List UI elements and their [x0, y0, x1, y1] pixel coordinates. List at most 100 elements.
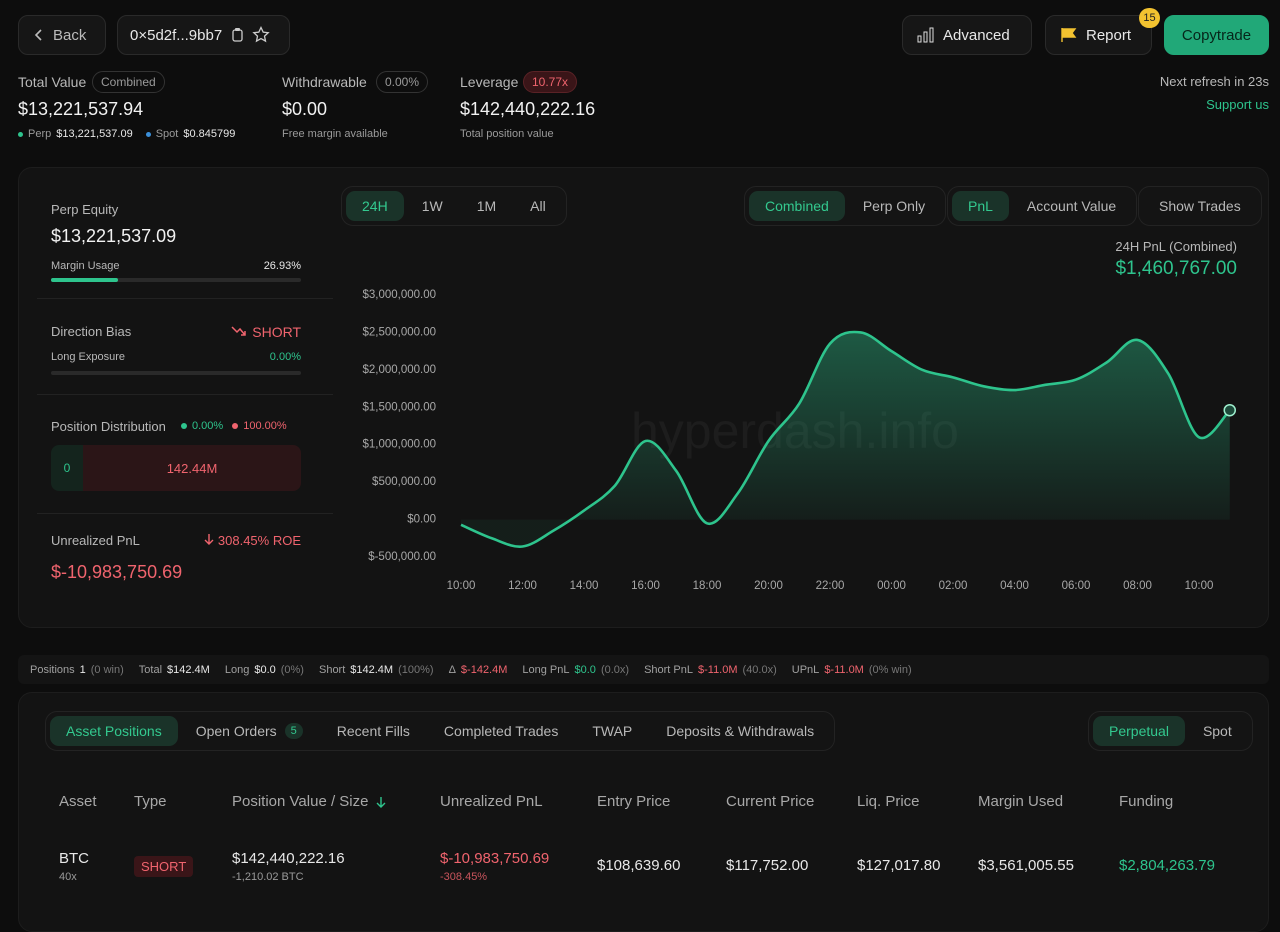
upnl: $-10,983,750.69: [51, 562, 183, 582]
row-upnl-pct: -308.45%: [440, 871, 488, 883]
copytrade-button[interactable]: Copytrade: [1164, 15, 1269, 55]
upnl-roe: 308.45% ROE: [171, 533, 301, 548]
column-header: Type: [134, 793, 167, 810]
range-tab[interactable]: 1M: [476, 198, 497, 214]
asset-leverage: 40x: [59, 871, 77, 883]
range-tab[interactable]: All: [530, 198, 546, 214]
stat-label: UPnL: [791, 663, 820, 676]
range-tabs: 24H 1W 1M All: [341, 186, 567, 226]
stat-label: Short PnL: [644, 663, 693, 676]
separator: [37, 513, 333, 514]
stat: UPnL $-11.0M (0% win): [792, 664, 912, 676]
perp-equity-label: Perp Equity: [51, 202, 119, 217]
funding: $2,804,263.79: [1119, 857, 1215, 874]
column-text: Liq. Price: [857, 793, 920, 810]
report-button[interactable]: Report: [1045, 15, 1152, 55]
tab-text: Recent Fills: [336, 723, 410, 739]
column-text: Funding: [1119, 793, 1174, 810]
column-header: Asset: [59, 793, 97, 810]
range-tab[interactable]: 1W: [421, 198, 443, 214]
support-link[interactable]: Support us: [1206, 97, 1269, 112]
perp-equity: $13,221,537.09: [51, 226, 177, 246]
separator: [37, 298, 333, 299]
address-box[interactable]: 0×5d2f...9bb7: [117, 15, 290, 55]
withdrawable-note: Free margin available: [282, 128, 388, 140]
scope-tab[interactable]: Combined: [749, 191, 845, 221]
market-tab[interactable]: Perpetual: [1093, 716, 1185, 746]
column-header: Position Value / Size: [232, 793, 386, 810]
row-upnl: $-10,983,750.69: [440, 850, 550, 867]
position-tab[interactable]: Deposits & Withdrawals: [650, 716, 830, 746]
stat: Δ $-142.4M: [449, 664, 508, 676]
show-trades-group: Show Trades: [1138, 186, 1262, 226]
direction-bias-text: SHORT: [252, 324, 301, 340]
stat: Total $142.4M: [139, 664, 210, 676]
position-tab[interactable]: TWAP: [576, 716, 648, 746]
perp-dot: [18, 131, 23, 137]
column-text: Entry Price: [597, 793, 671, 810]
leverage-value: $142,440,222.16: [460, 99, 596, 119]
upnl-roe-text: 308.45% ROE: [217, 533, 301, 548]
spot-label: Spot: [155, 128, 179, 140]
long-dot: [181, 423, 187, 429]
column-header: Margin Used: [978, 793, 1063, 810]
distribution-legend: 0.00% 100.00%: [181, 420, 287, 432]
tab-badge: 5: [284, 723, 303, 739]
copy-icon[interactable]: [230, 27, 244, 43]
back-text: Back: [53, 26, 87, 44]
column-header: Current Price: [726, 793, 814, 810]
address: 0×5d2f...9bb7: [130, 26, 223, 44]
stat-label: Long PnL: [522, 663, 570, 676]
total-breakdown: Perp $13,221,537.09 Spot $0.845799: [18, 128, 235, 140]
stat-note: (0% win): [868, 663, 912, 676]
stat-note: (0%): [280, 663, 304, 676]
back-icon: [34, 29, 42, 41]
refresh-text: Next refresh in 23s: [1159, 74, 1269, 89]
column-header: Liq. Price: [857, 793, 920, 810]
metric-tab[interactable]: PnL: [952, 191, 1009, 221]
liq-price: $127,017.80: [857, 857, 941, 874]
stat-value: $-11.0M: [697, 663, 738, 676]
position-tabs: Asset Positions Open Orders 5 Recent Fills C…: [45, 711, 836, 751]
short-dot: [232, 423, 239, 429]
exposure-track: [51, 371, 301, 375]
margin-usage-label: Margin Usage: [51, 260, 120, 272]
flag-icon: [1061, 28, 1077, 42]
stat-note: (0 win): [90, 663, 124, 676]
back-button[interactable]: Back: [18, 15, 106, 55]
advanced-button[interactable]: Advanced: [902, 15, 1032, 55]
position-tab[interactable]: Asset Positions: [50, 716, 178, 746]
stat-note: (100%): [398, 663, 434, 676]
column-text: Type: [134, 793, 167, 810]
star-icon[interactable]: [252, 26, 270, 44]
sort-icon[interactable]: [376, 796, 386, 808]
scope-tab[interactable]: Perp Only: [862, 198, 926, 214]
column-header: Funding: [1119, 793, 1173, 810]
show-trades-button[interactable]: Show Trades: [1159, 198, 1241, 214]
stat-value: $-11.0M: [824, 663, 864, 676]
market-tab[interactable]: Spot: [1202, 723, 1232, 739]
long-exposure: 0.00%: [269, 351, 301, 363]
stat-value: $0.0: [254, 663, 276, 676]
position-tab[interactable]: Open Orders 5: [180, 716, 319, 746]
down-trend-icon: [231, 326, 246, 336]
column-header: Unrealized PnL: [440, 793, 543, 810]
column-text: Unrealized PnL: [440, 793, 543, 810]
position-tab[interactable]: Recent Fills: [321, 716, 426, 746]
column-text: Margin Used: [978, 793, 1064, 810]
down-arrow-icon: [204, 534, 214, 545]
advanced-text: Advanced: [943, 26, 1010, 44]
report-badge: 15: [1139, 8, 1160, 28]
withdrawable-label: Withdrawable: [282, 74, 367, 90]
tab-text: Asset Positions: [66, 723, 162, 739]
tab-text: Open Orders: [195, 723, 277, 739]
stat: Positions 1 (0 win): [30, 664, 124, 676]
tab-text: TWAP: [592, 723, 633, 739]
stat: Short $142.4M (100%): [319, 664, 434, 676]
metric-tab[interactable]: Account Value: [1026, 198, 1117, 214]
asset: BTC: [59, 850, 89, 867]
range-tab[interactable]: 24H: [346, 191, 404, 221]
position-tab[interactable]: Completed Trades: [428, 716, 574, 746]
position-value: $142,440,222.16: [232, 850, 345, 867]
stat-note: (40.0x): [742, 663, 777, 676]
